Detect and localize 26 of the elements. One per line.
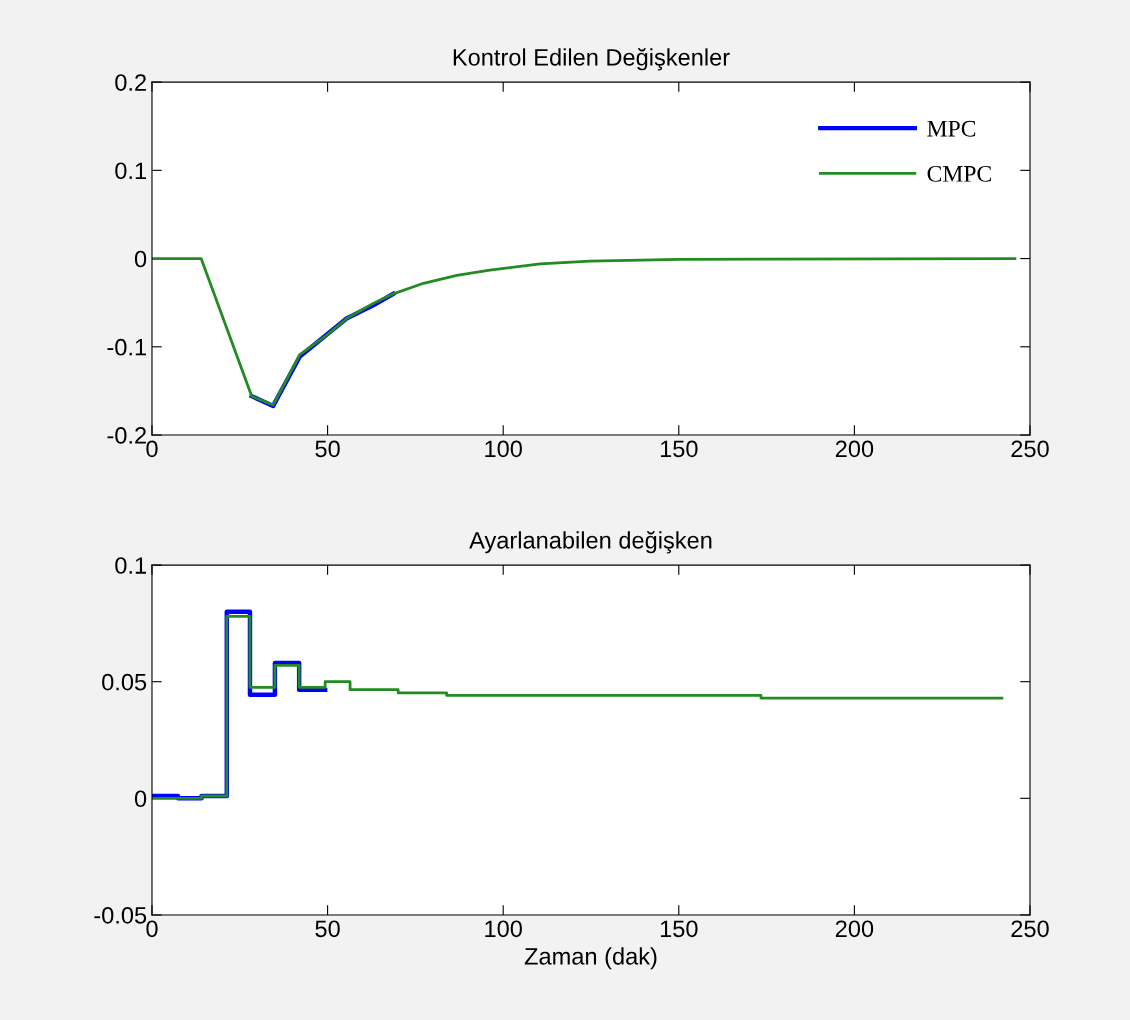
y-tick-label: 0.2 [115, 74, 146, 91]
x-tick-label: 150 [660, 920, 698, 938]
y-tick-label: -0.05 [94, 907, 147, 924]
x-tick-label: 150 [660, 440, 698, 458]
y-tick-label: 0 [134, 250, 147, 268]
chart-title: Ayarlanabilen değişken [469, 531, 712, 554]
x-tick-label: 50 [315, 920, 340, 938]
x-tick-label: 250 [1011, 440, 1049, 458]
legend-label: CMPC [927, 165, 991, 182]
x-tick-label: 250 [1011, 920, 1049, 938]
x-tick-label: 100 [485, 920, 522, 938]
legend-label: MPC [927, 120, 976, 137]
y-tick-label: 0.05 [102, 673, 147, 691]
x-tick-label: 0 [146, 440, 158, 458]
y-tick-label: 0.1 [115, 162, 146, 180]
y-tick-label: -0.1 [107, 338, 146, 356]
x-tick-label: 100 [485, 440, 522, 458]
x-tick-label: 50 [315, 440, 340, 458]
x-tick-label: 200 [835, 440, 874, 458]
x-tick-label: 0 [146, 920, 158, 938]
x-tick-label: 200 [835, 920, 874, 938]
y-tick-label: 0.1 [115, 557, 146, 574]
y-tick-label: -0.2 [107, 427, 146, 444]
y-tick-label: 0 [134, 790, 147, 808]
x-axis-title: Zaman (dak) [524, 947, 657, 970]
chart-title: Kontrol Edilen Değişkenler [453, 48, 730, 71]
